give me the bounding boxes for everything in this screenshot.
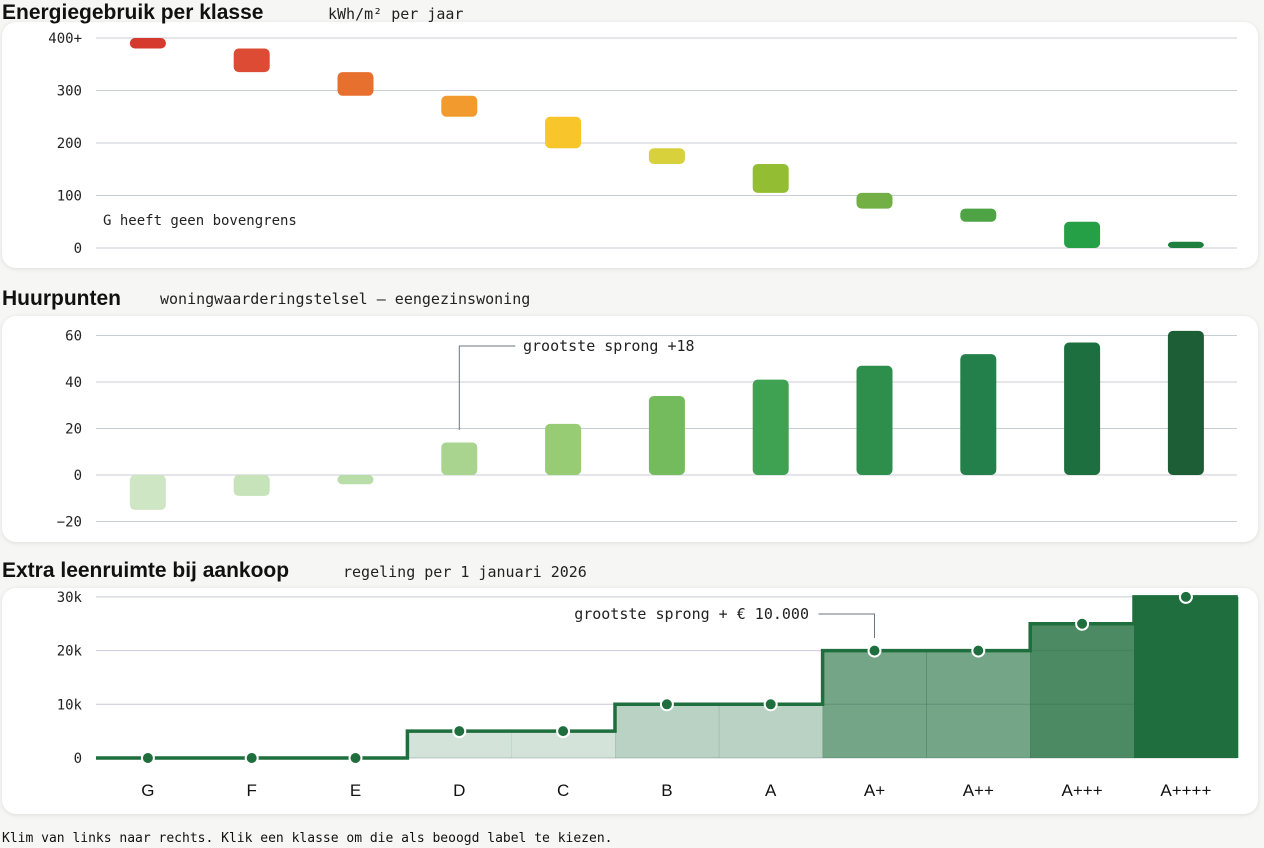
points-bar-A+[interactable]	[856, 365, 893, 475]
loan-point-D[interactable]	[452, 724, 467, 739]
energy-bar-E[interactable]	[337, 72, 374, 96]
points-bar-E[interactable]	[337, 475, 374, 485]
points-bar-A++[interactable]	[960, 354, 997, 475]
energy-bar-B[interactable]	[648, 148, 685, 164]
points-annotation: grootste sprong +18	[523, 337, 695, 355]
energy-panel	[2, 22, 1258, 268]
class-label-F[interactable]: F	[247, 781, 257, 800]
class-label-A[interactable]: A	[765, 781, 777, 800]
points-y-tick-label: 40	[65, 375, 82, 391]
loan-area-A	[718, 704, 824, 758]
points-y-tick-label: −20	[57, 515, 82, 531]
energy-bar-A+[interactable]	[856, 192, 893, 209]
class-label-B[interactable]: B	[661, 781, 672, 800]
energy-y-tick-label: 0	[74, 241, 82, 257]
energy-bar-A[interactable]	[752, 164, 789, 193]
loan-area-A++	[926, 650, 1031, 758]
loan-callout-line	[818, 613, 875, 638]
points-y-tick-label: 60	[65, 329, 82, 345]
loan-y-tick-label: 10k	[57, 697, 83, 713]
class-label-D[interactable]: D	[453, 781, 465, 800]
energy-y-tick-label: 200	[57, 136, 82, 152]
points-y-tick-label: 20	[65, 422, 82, 438]
loan-annotation: grootste sprong + € 10.000	[574, 605, 809, 623]
loan-y-tick-label: 0	[74, 751, 82, 767]
loan-point-A++[interactable]	[971, 643, 986, 658]
loan-chart-subtitle: regeling per 1 januari 2026	[343, 563, 587, 581]
loan-point-A++++[interactable]	[1178, 589, 1193, 604]
energy-chart-subtitle: kWh/m² per jaar	[328, 5, 464, 23]
loan-point-E[interactable]	[348, 751, 363, 765]
points-bar-A++++[interactable]	[1167, 330, 1204, 475]
energy-bar-A++[interactable]	[960, 208, 997, 222]
energy-annotation: G heeft geen bovengrens	[103, 213, 297, 229]
loan-chart-title: Extra leenruimte bij aankoop	[2, 559, 290, 582]
loan-point-C[interactable]	[556, 724, 571, 739]
points-bar-A+++[interactable]	[1064, 342, 1101, 475]
class-label-E[interactable]: E	[350, 781, 361, 800]
points-callout-line	[458, 345, 516, 430]
points-bar-B[interactable]	[648, 395, 685, 475]
energy-bar-C[interactable]	[545, 116, 582, 149]
points-bar-D[interactable]	[441, 442, 478, 475]
points-bar-G[interactable]	[129, 475, 166, 510]
class-label-A++++[interactable]: A++++	[1160, 781, 1211, 800]
loan-area-A+++	[1030, 623, 1135, 758]
loan-area-A+	[822, 650, 927, 758]
energy-bar-A+++[interactable]	[1064, 221, 1101, 248]
loan-area-A++++	[1134, 596, 1239, 758]
energy-y-tick-label: 100	[57, 189, 82, 205]
rent-points-chart-title: Huurpunten	[2, 287, 121, 310]
loan-y-tick-label: 20k	[57, 644, 83, 660]
class-label-A+++[interactable]: A+++	[1062, 781, 1103, 800]
loan-step-line	[96, 595, 1238, 760]
energy-y-tick-label: 300	[57, 84, 82, 100]
loan-point-A+[interactable]	[867, 643, 882, 658]
points-y-tick-label: 0	[74, 468, 82, 484]
class-label-A+[interactable]: A+	[864, 781, 885, 800]
footer-hint: Klim van links naar rechts. Klik een kla…	[2, 831, 613, 846]
loan-point-G[interactable]	[140, 751, 155, 765]
loan-area-B	[615, 704, 720, 758]
loan-y-tick-label: 30k	[57, 590, 83, 606]
rent-points-chart-subtitle: woningwaarderingstelsel – eengezinswonin…	[160, 290, 531, 308]
energy-bar-D[interactable]	[441, 95, 478, 117]
class-label-G[interactable]: G	[141, 781, 154, 800]
points-bar-C[interactable]	[545, 423, 582, 475]
loan-point-A[interactable]	[763, 697, 778, 712]
class-label-A++[interactable]: A++	[963, 781, 994, 800]
energy-chart-title: Energiegebruik per klasse	[2, 1, 264, 24]
energy-bar-G[interactable]	[129, 38, 166, 49]
loan-point-F[interactable]	[244, 751, 259, 765]
energy-bar-A++++[interactable]	[1167, 241, 1204, 248]
class-label-C[interactable]: C	[557, 781, 569, 800]
points-bar-A[interactable]	[752, 379, 789, 475]
energy-y-tick-label: 400+	[48, 31, 82, 47]
loan-point-B[interactable]	[659, 697, 674, 712]
points-bar-F[interactable]	[233, 475, 270, 496]
loan-point-A+++[interactable]	[1075, 616, 1090, 631]
energy-bar-F[interactable]	[233, 48, 270, 73]
